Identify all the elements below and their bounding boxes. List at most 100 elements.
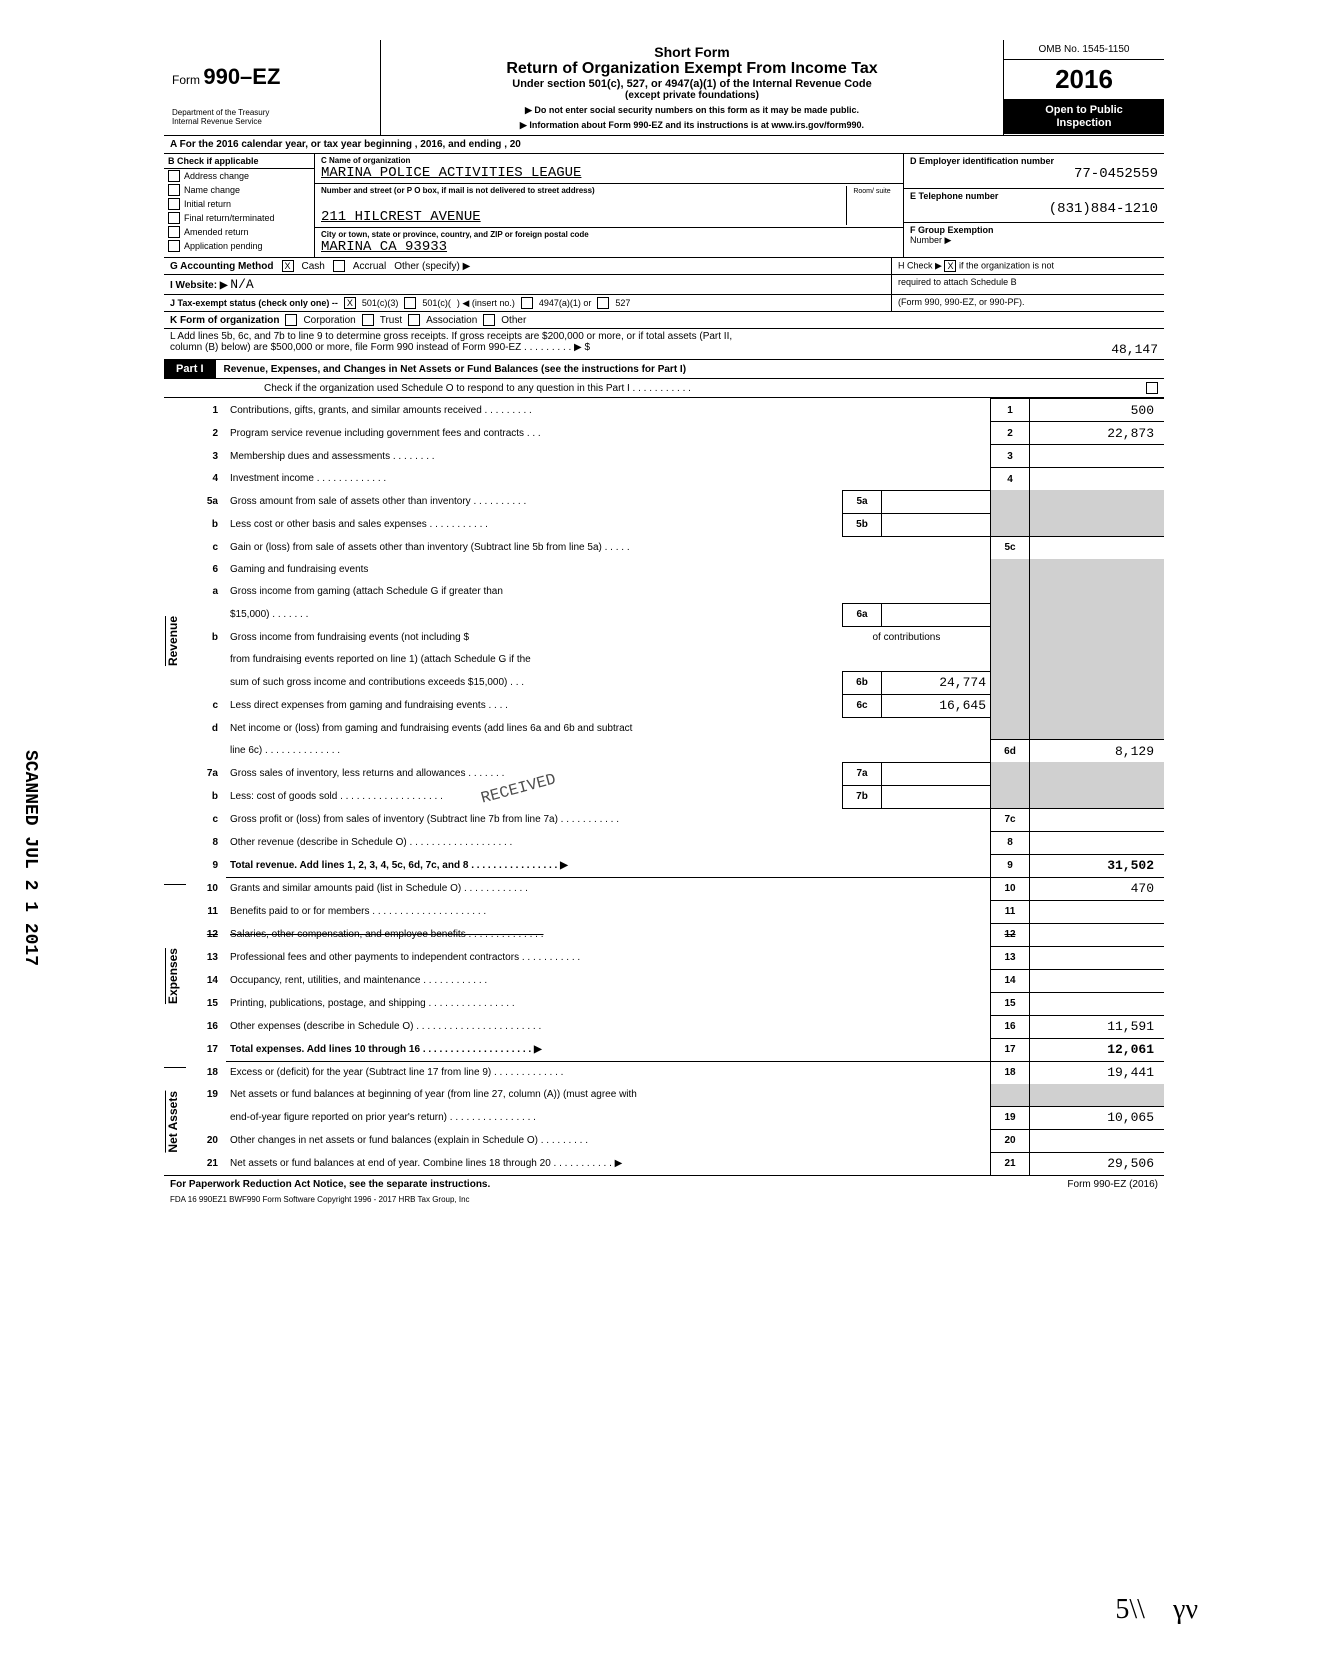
line-6a-1: aGross income from gaming (attach Schedu…: [186, 581, 1164, 604]
org-name-label: C Name of organization: [321, 156, 897, 165]
checkbox-schedule-o[interactable]: [1146, 382, 1158, 394]
checkbox-501c3[interactable]: X: [344, 297, 356, 309]
scanned-stamp: SCANNED JUL 2 1 2017: [20, 750, 40, 966]
group-exemption-block: F Group Exemption Number ▶: [904, 223, 1164, 257]
telephone-block: E Telephone number (831)884-1210: [904, 189, 1164, 224]
section-def: D Employer identification number 77-0452…: [904, 154, 1164, 257]
form-number-footer: Form 990-EZ (2016): [1067, 1179, 1158, 1190]
form-label: Form: [172, 73, 200, 87]
form-990ez: Form 990–EZ Department of the Treasury I…: [164, 40, 1164, 1206]
line-9: 9Total revenue. Add lines 1, 2, 3, 4, 5c…: [186, 854, 1164, 877]
checkbox-501c[interactable]: [404, 297, 416, 309]
line-gh: G Accounting Method XCash Accrual Other …: [164, 258, 1164, 275]
line-7a: 7aGross sales of inventory, less returns…: [186, 762, 1164, 785]
line-g-label: G Accounting Method: [170, 261, 274, 272]
chk-address-change[interactable]: Address change: [164, 169, 314, 183]
org-name-value: MARINA POLICE ACTIVITIES LEAGUE: [321, 165, 897, 181]
org-address-block: Number and street (or P O box, if mail i…: [315, 184, 903, 228]
checkbox-icon: [168, 198, 180, 210]
chk-initial-return[interactable]: Initial return: [164, 197, 314, 211]
org-city-block: City or town, state or province, country…: [315, 228, 903, 257]
line-11: 11Benefits paid to or for members . . . …: [186, 900, 1164, 923]
ein-label: D Employer identification number: [910, 156, 1158, 166]
line-6b-1: bGross income from fundraising events (n…: [186, 626, 1164, 649]
omb-number: OMB No. 1545-1150: [1004, 40, 1164, 60]
paperwork-notice: For Paperwork Reduction Act Notice, see …: [170, 1179, 490, 1190]
chk-name-change[interactable]: Name change: [164, 183, 314, 197]
dept-line2: Internal Revenue Service: [172, 117, 372, 127]
chk-application-pending[interactable]: Application pending: [164, 239, 314, 253]
line-14: 14Occupancy, rent, utilities, and mainte…: [186, 969, 1164, 992]
section-b-header: B Check if applicable: [164, 154, 314, 169]
line-ih: I Website: ▶ N/A required to attach Sche…: [164, 275, 1164, 295]
line-h-text2: if the organization is not: [959, 261, 1054, 271]
org-name-block: C Name of organization MARINA POLICE ACT…: [315, 154, 903, 184]
line-17: 17Total expenses. Add lines 10 through 1…: [186, 1038, 1164, 1061]
org-address-label: Number and street (or P O box, if mail i…: [321, 186, 846, 195]
handwritten-initials: 5\\ γν: [1115, 1594, 1198, 1626]
cash-label: Cash: [302, 261, 325, 272]
chk-amended-return[interactable]: Amended return: [164, 225, 314, 239]
line-6b-3: sum of such gross income and contributio…: [186, 671, 1164, 694]
line-6a-2: $15,000) . . . . . . .6a: [186, 603, 1164, 626]
org-city-value: MARINA CA 93933: [321, 239, 897, 255]
header-right: OMB No. 1545-1150 2016 Open to Public In…: [1004, 40, 1164, 135]
dept-line1: Department of the Treasury: [172, 108, 372, 118]
checkbox-association[interactable]: [408, 314, 420, 326]
line-20: 20Other changes in net assets or fund ba…: [186, 1129, 1164, 1152]
line-16: 16Other expenses (describe in Schedule O…: [186, 1015, 1164, 1038]
side-labels: Revenue Expenses Net Assets: [164, 398, 186, 1175]
line-5c: cGain or (loss) from sale of assets othe…: [186, 536, 1164, 559]
lines-table: 1Contributions, gifts, grants, and simil…: [186, 398, 1164, 1175]
line-5b: bLess cost or other basis and sales expe…: [186, 513, 1164, 536]
checkbox-trust[interactable]: [362, 314, 374, 326]
checkbox-icon: [168, 226, 180, 238]
section-c: C Name of organization MARINA POLICE ACT…: [315, 154, 904, 257]
footer-software: FDA 16 990EZ1 BWF990 Form Software Copyr…: [164, 1193, 1164, 1206]
checkbox-cash[interactable]: X: [282, 260, 294, 272]
line-h-text1: H Check ▶: [898, 261, 942, 271]
line-19-2: end-of-year figure reported on prior yea…: [186, 1106, 1164, 1129]
chk-label: Initial return: [184, 199, 231, 209]
chk-final-return[interactable]: Final return/terminated: [164, 211, 314, 225]
revenue-side-label: Revenue: [165, 616, 186, 666]
open-to-public: Open to Public Inspection: [1004, 100, 1164, 134]
title-short-form: Short Form: [389, 44, 995, 60]
part-1-title: Revenue, Expenses, and Changes in Net As…: [216, 364, 1164, 375]
department-block: Department of the Treasury Internal Reve…: [172, 108, 372, 127]
part-1-label: Part I: [164, 360, 216, 378]
other-specify-label: Other (specify) ▶: [394, 261, 470, 272]
line-3: 3Membership dues and assessments . . . .…: [186, 445, 1164, 468]
section-b: B Check if applicable Address change Nam…: [164, 154, 315, 257]
checkbox-4947[interactable]: [521, 297, 533, 309]
line-6c: cLess direct expenses from gaming and fu…: [186, 694, 1164, 717]
line-18: 18Excess or (deficit) for the year (Subt…: [186, 1061, 1164, 1084]
line-h-cont2: (Form 990, 990-EZ, or 990-PF).: [892, 295, 1164, 311]
checkbox-corporation[interactable]: [285, 314, 297, 326]
line-21: 21Net assets or fund balances at end of …: [186, 1152, 1164, 1175]
part-1-body: Revenue Expenses Net Assets 1Contributio…: [164, 398, 1164, 1176]
line-i: I Website: ▶ N/A: [164, 275, 892, 294]
checkbox-accrual[interactable]: [333, 260, 345, 272]
checkbox-schedule-b[interactable]: X: [944, 260, 956, 272]
checkbox-other-org[interactable]: [483, 314, 495, 326]
501c-label: 501(c)(: [422, 298, 451, 308]
line-a-tax-year: A For the 2016 calendar year, or tax yea…: [164, 136, 1164, 154]
check-line-text: Check if the organization used Schedule …: [264, 383, 691, 394]
telephone-value: (831)884-1210: [910, 201, 1158, 217]
part-1-check-line: Check if the organization used Schedule …: [164, 379, 1164, 398]
checkbox-527[interactable]: [597, 297, 609, 309]
title-except: (except private foundations): [389, 90, 995, 101]
line-k-label: K Form of organization: [170, 315, 279, 326]
line-4: 4Investment income . . . . . . . . . . .…: [186, 468, 1164, 491]
line-7c: cGross profit or (loss) from sales of in…: [186, 808, 1164, 831]
footer-row: For Paperwork Reduction Act Notice, see …: [164, 1176, 1164, 1193]
line-j: J Tax-exempt status (check only one) -- …: [164, 295, 892, 311]
tax-year: 2016: [1004, 60, 1164, 100]
group-exemption-label: F Group Exemption: [910, 225, 1158, 235]
open-line1: Open to Public: [1006, 104, 1162, 117]
header-left: Form 990–EZ Department of the Treasury I…: [164, 40, 381, 135]
line-6b-2: from fundraising events reported on line…: [186, 649, 1164, 672]
line-10: 10Grants and similar amounts paid (list …: [186, 877, 1164, 900]
line-h: H Check ▶ X if the organization is not: [892, 258, 1164, 274]
